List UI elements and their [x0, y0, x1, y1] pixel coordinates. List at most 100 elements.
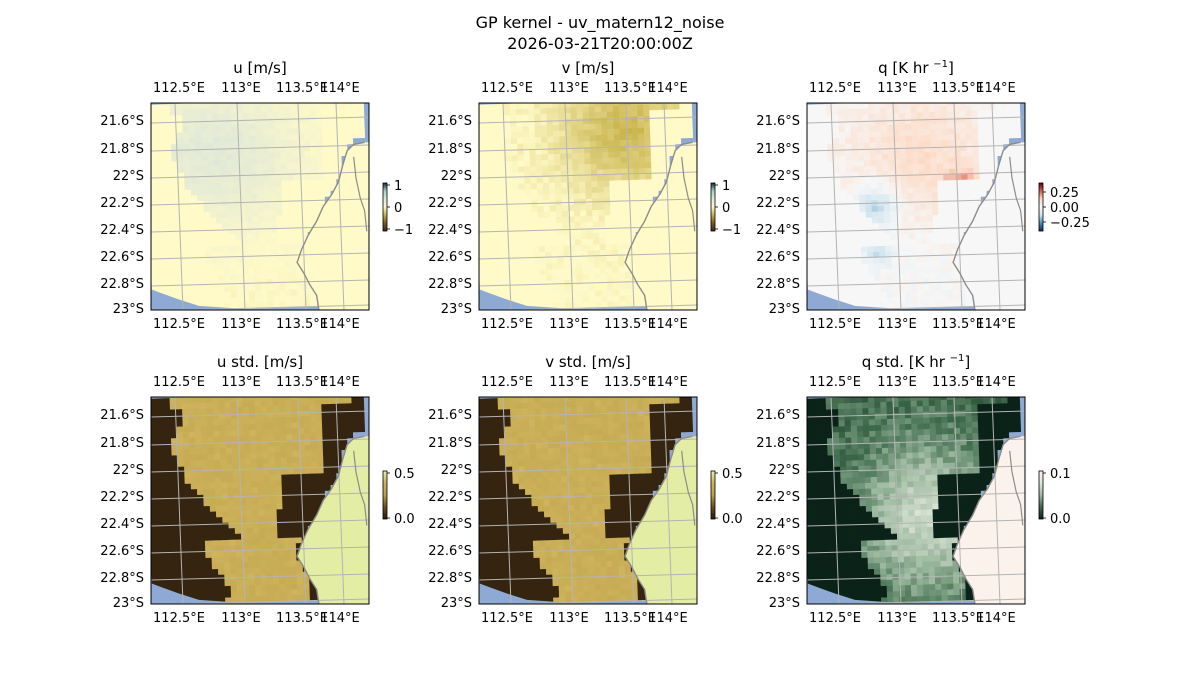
- heatmap-cell: [637, 121, 645, 129]
- heatmap-cell: [877, 194, 884, 201]
- heatmap-cell: [493, 449, 501, 457]
- heatmap-cell: [223, 257, 231, 264]
- heatmap-cell: [501, 230, 509, 237]
- heatmap-cell: [510, 293, 517, 300]
- heatmap-cell: [310, 456, 318, 463]
- heatmap-cell: [250, 452, 257, 459]
- heatmap-cell: [151, 450, 154, 457]
- heatmap-cell: [503, 276, 511, 283]
- heatmap-cell: [303, 283, 310, 290]
- heatmap-cell: [234, 516, 242, 523]
- heatmap-cell: [550, 222, 557, 230]
- heatmap-cell: [180, 524, 187, 531]
- heatmap-cell: [272, 405, 280, 413]
- heatmap-cell: [497, 403, 505, 411]
- heatmap-cell: [908, 227, 916, 234]
- heatmap-cell: [595, 423, 603, 430]
- heatmap-cell: [260, 397, 268, 402]
- heatmap-cell: [322, 427, 329, 434]
- heatmap-cell: [273, 301, 281, 309]
- heatmap-cell: [539, 397, 547, 403]
- heatmap-cell: [501, 207, 508, 214]
- heatmap-cell: [866, 234, 874, 242]
- heatmap-cell: [542, 465, 550, 472]
- heatmap-cell: [284, 105, 292, 113]
- heatmap-cell: [910, 112, 918, 119]
- heatmap-cell: [807, 219, 813, 227]
- heatmap-cell: [204, 517, 211, 524]
- heatmap-cell: [522, 287, 529, 294]
- heatmap-cell: [196, 471, 204, 479]
- heatmap-cell: [534, 408, 542, 415]
- heatmap-cell: [1007, 103, 1015, 110]
- y-tick-label: 22.8°S: [100, 571, 144, 586]
- heatmap-cell: [479, 190, 484, 198]
- heatmap-cell: [211, 269, 219, 276]
- heatmap-cell: [870, 165, 877, 173]
- heatmap-cell: [816, 196, 824, 203]
- heatmap-cell: [856, 125, 864, 133]
- heatmap-cell: [279, 422, 287, 430]
- x-tick-label-bottom: 112.5°E: [153, 611, 205, 626]
- y-tick-label: 22°S: [769, 169, 800, 184]
- heatmap-cell: [175, 570, 183, 577]
- heatmap-cell: [479, 150, 482, 158]
- heatmap-cell: [594, 405, 602, 413]
- heatmap-cell: [608, 445, 615, 453]
- heatmap-cell: [194, 586, 202, 594]
- heatmap-cell: [563, 268, 571, 275]
- heatmap-cell: [219, 424, 226, 432]
- heatmap-cell: [279, 434, 287, 441]
- heatmap-cell: [181, 103, 189, 110]
- heatmap-cell: [668, 143, 676, 151]
- heatmap-cell: [890, 239, 898, 247]
- heatmap-cell: [285, 134, 293, 141]
- heatmap-cell: [212, 119, 220, 127]
- heatmap-cell: [191, 223, 199, 231]
- heatmap-cell: [166, 495, 174, 503]
- heatmap-cell: [321, 121, 329, 128]
- y-tick-label: 23°S: [113, 302, 144, 317]
- heatmap-cell: [311, 467, 319, 475]
- heatmap-cell: [214, 465, 222, 472]
- heatmap-cell: [500, 178, 507, 185]
- heatmap-cell: [923, 123, 930, 130]
- heatmap-cell: [623, 237, 631, 244]
- heatmap-cell: [278, 284, 286, 291]
- heatmap-cell: [151, 409, 159, 417]
- heatmap-cell: [252, 515, 260, 523]
- heatmap-cell: [282, 514, 290, 522]
- heatmap-cell: [841, 206, 848, 214]
- heatmap-cell: [177, 155, 185, 162]
- heatmap-cell: [263, 192, 271, 200]
- heatmap-cell: [600, 267, 607, 274]
- heatmap-cell: [856, 131, 864, 138]
- heatmap-cell: [258, 233, 266, 240]
- heatmap-cell: [479, 444, 482, 452]
- heatmap-cell: [236, 585, 244, 592]
- heatmap-cell: [589, 296, 596, 303]
- heatmap-cell: [219, 442, 227, 449]
- heatmap-cell: [168, 530, 175, 537]
- heatmap-cell: [554, 453, 561, 460]
- figure-timestamp: 2026-03-21T20:00:00Z: [507, 34, 693, 53]
- heatmap-cell: [175, 109, 183, 116]
- heatmap-cell: [284, 399, 292, 407]
- heatmap-cell: [279, 140, 287, 147]
- heatmap-cell: [541, 148, 549, 155]
- heatmap-cell: [523, 454, 531, 461]
- heatmap-cell: [174, 241, 182, 249]
- heatmap-cell: [876, 159, 883, 167]
- heatmap-cell: [916, 106, 924, 113]
- heatmap-cell: [859, 194, 866, 202]
- heatmap-cell: [570, 285, 578, 292]
- heatmap-cell: [679, 114, 687, 122]
- heatmap-cell: [562, 222, 570, 229]
- coastline: [624, 141, 693, 310]
- heatmap-cell: [619, 410, 626, 418]
- heatmap-cell: [212, 292, 220, 299]
- heatmap-cell: [628, 202, 635, 210]
- heatmap-cell: [972, 133, 979, 140]
- colorbar-tick-label: 0.0: [394, 512, 415, 527]
- heatmap-cell: [270, 209, 277, 217]
